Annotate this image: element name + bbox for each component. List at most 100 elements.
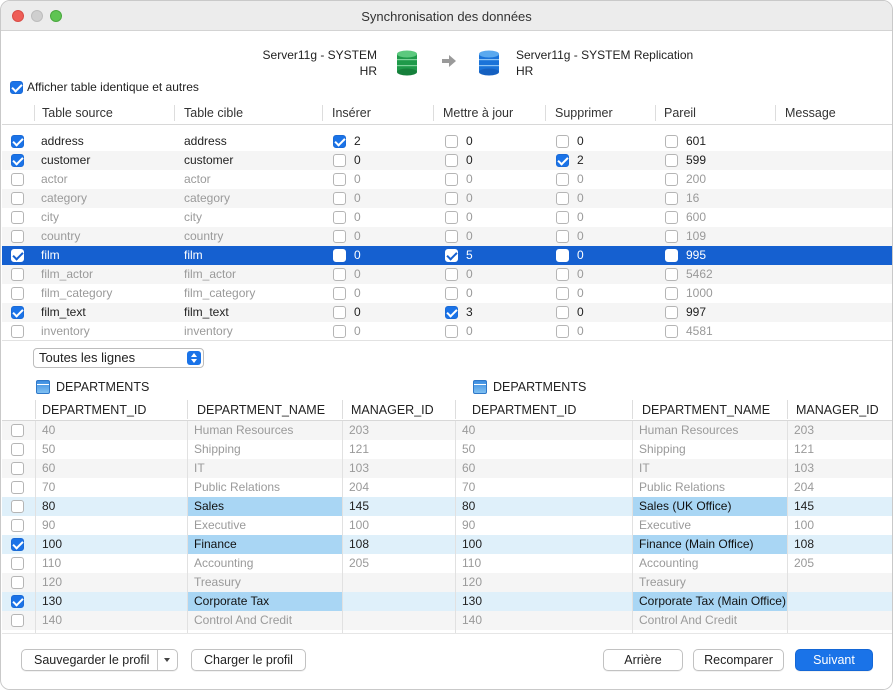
insert-checkbox[interactable] [333,287,346,300]
record-include-checkbox[interactable] [11,481,24,494]
col-source-table[interactable]: Table source [42,106,113,120]
row-include-checkbox[interactable] [11,154,24,167]
table-row[interactable]: film film 0 5 0 995 [2,246,892,265]
delete-checkbox[interactable] [556,230,569,243]
record-row[interactable]: 110 Accounting 205 110 Accounting 205 [2,554,892,573]
record-include-checkbox[interactable] [11,538,24,551]
delete-checkbox[interactable] [556,192,569,205]
insert-checkbox[interactable] [333,154,346,167]
record-include-checkbox[interactable] [11,519,24,532]
same-checkbox[interactable] [665,192,678,205]
delete-checkbox[interactable] [556,268,569,281]
row-include-checkbox[interactable] [11,211,24,224]
row-filter-select[interactable]: Toutes les lignes [33,348,204,368]
insert-checkbox[interactable] [333,135,346,148]
insert-checkbox[interactable] [333,306,346,319]
update-checkbox[interactable] [445,230,458,243]
back-button[interactable]: Arrière [603,649,683,671]
record-include-checkbox[interactable] [11,576,24,589]
save-profile-button[interactable]: Sauvegarder le profil [21,649,178,671]
row-include-checkbox[interactable] [11,268,24,281]
table-row[interactable]: address address 2 0 0 601 [2,132,892,151]
record-row[interactable]: 80 Sales 145 80 Sales (UK Office) 145 [2,497,892,516]
update-checkbox[interactable] [445,211,458,224]
next-button[interactable]: Suivant [795,649,873,671]
same-checkbox[interactable] [665,306,678,319]
same-checkbox[interactable] [665,211,678,224]
row-include-checkbox[interactable] [11,325,24,338]
same-checkbox[interactable] [665,230,678,243]
tgt-col-department-name[interactable]: DEPARTMENT_NAME [642,403,771,417]
table-row[interactable]: city city 0 0 0 600 [2,208,892,227]
record-row[interactable]: 50 Shipping 121 50 Shipping 121 [2,440,892,459]
record-include-checkbox[interactable] [11,500,24,513]
col-delete[interactable]: Supprimer [555,106,613,120]
row-include-checkbox[interactable] [11,192,24,205]
recompare-button[interactable]: Recomparer [693,649,784,671]
delete-checkbox[interactable] [556,287,569,300]
same-checkbox[interactable] [665,154,678,167]
update-checkbox[interactable] [445,173,458,186]
insert-checkbox[interactable] [333,325,346,338]
minimize-window-button[interactable] [31,10,43,22]
show-identical-check[interactable] [10,81,23,95]
same-checkbox[interactable] [665,135,678,148]
row-include-checkbox[interactable] [11,249,24,262]
update-checkbox[interactable] [445,306,458,319]
col-message[interactable]: Message [785,106,836,120]
delete-checkbox[interactable] [556,154,569,167]
table-row[interactable]: film_category film_category 0 0 0 1000 [2,284,892,303]
record-row[interactable]: 140 Control And Credit 140 Control And Cred… [2,611,892,630]
update-checkbox[interactable] [445,325,458,338]
same-checkbox[interactable] [665,249,678,262]
delete-checkbox[interactable] [556,211,569,224]
update-checkbox[interactable] [445,249,458,262]
record-row[interactable]: 90 Executive 100 90 Executive 100 [2,516,892,535]
col-update[interactable]: Mettre à jour [443,106,514,120]
insert-checkbox[interactable] [333,249,346,262]
table-row[interactable]: film_text film_text 0 3 0 997 [2,303,892,322]
record-row[interactable]: 60 IT 103 60 IT 103 [2,459,892,478]
show-identical-checkbox[interactable]: Afficher table identique et autres [10,80,199,95]
record-include-checkbox[interactable] [11,443,24,456]
close-window-button[interactable] [12,10,24,22]
table-row[interactable]: category category 0 0 0 16 [2,189,892,208]
delete-checkbox[interactable] [556,249,569,262]
src-col-department-id[interactable]: DEPARTMENT_ID [42,403,147,417]
tgt-col-manager-id[interactable]: MANAGER_ID [796,403,879,417]
col-insert[interactable]: Insérer [332,106,371,120]
zoom-window-button[interactable] [50,10,62,22]
record-include-checkbox[interactable] [11,614,24,627]
delete-checkbox[interactable] [556,325,569,338]
record-row[interactable]: 120 Treasury 120 Treasury [2,573,892,592]
row-include-checkbox[interactable] [11,173,24,186]
record-include-checkbox[interactable] [11,424,24,437]
load-profile-button[interactable]: Charger le profil [191,649,306,671]
row-include-checkbox[interactable] [11,287,24,300]
record-include-checkbox[interactable] [11,557,24,570]
update-checkbox[interactable] [445,287,458,300]
row-include-checkbox[interactable] [11,230,24,243]
table-row[interactable]: inventory inventory 0 0 0 4581 [2,322,892,341]
col-same[interactable]: Pareil [664,106,696,120]
same-checkbox[interactable] [665,325,678,338]
delete-checkbox[interactable] [556,306,569,319]
record-row[interactable]: 100 Finance 108 100 Finance (Main Office) 108 [2,535,892,554]
row-include-checkbox[interactable] [11,135,24,148]
insert-checkbox[interactable] [333,173,346,186]
record-include-checkbox[interactable] [11,595,24,608]
tgt-col-department-id[interactable]: DEPARTMENT_ID [472,403,577,417]
record-row[interactable]: 70 Public Relations 204 70 Public Relations 2… [2,478,892,497]
update-checkbox[interactable] [445,135,458,148]
table-row[interactable]: customer customer 0 0 2 599 [2,151,892,170]
delete-checkbox[interactable] [556,135,569,148]
update-checkbox[interactable] [445,268,458,281]
update-checkbox[interactable] [445,154,458,167]
same-checkbox[interactable] [665,287,678,300]
col-target-table[interactable]: Table cible [184,106,244,120]
record-include-checkbox[interactable] [11,462,24,475]
record-row[interactable]: 130 Corporate Tax 130 Corporate Tax (Main O… [2,592,892,611]
src-col-department-name[interactable]: DEPARTMENT_NAME [197,403,326,417]
insert-checkbox[interactable] [333,192,346,205]
same-checkbox[interactable] [665,173,678,186]
